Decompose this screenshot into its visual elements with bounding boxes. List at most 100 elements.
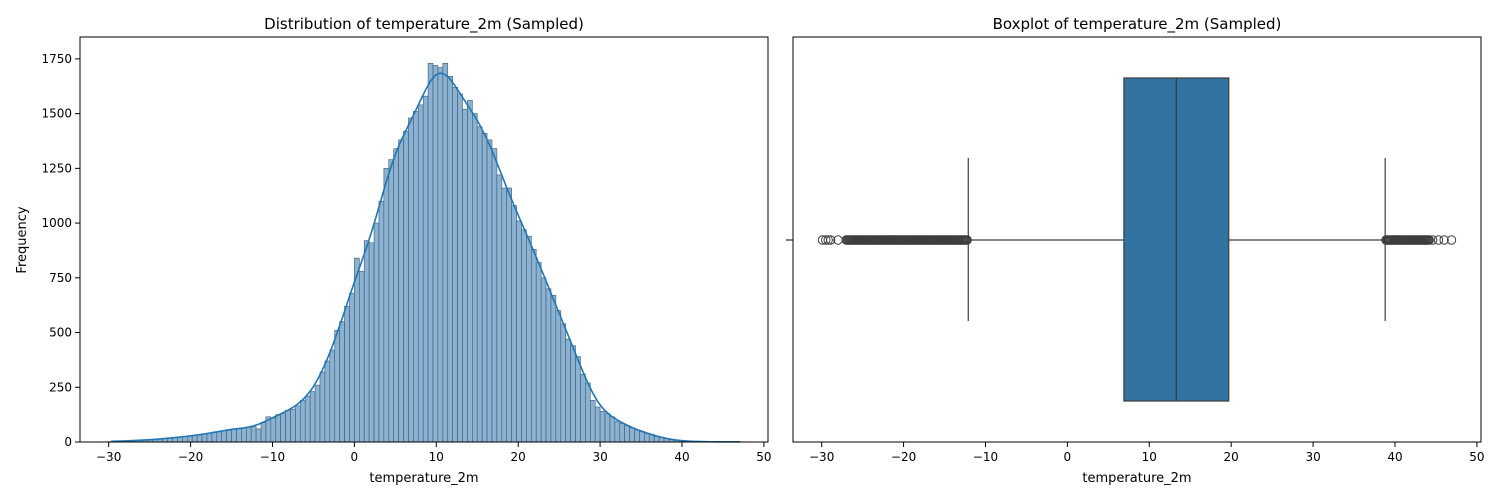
histogram-bar (609, 416, 616, 443)
histogram-bar (472, 113, 478, 443)
histogram-bar (467, 100, 473, 443)
histogram-bar (398, 139, 404, 443)
boxplot-panel: Boxplot of temperature_2m (Sampled) −30−… (786, 15, 1485, 486)
y-tick-label: 250 (49, 380, 72, 394)
x-tick-label: 20 (1224, 450, 1239, 464)
histogram-bar (491, 148, 498, 443)
histogram-bar (462, 108, 468, 443)
histogram-bars (108, 62, 743, 443)
histogram-bar (619, 423, 625, 443)
histogram-bar (300, 400, 306, 443)
x-tick-label: 10 (429, 450, 444, 464)
histogram-bar (349, 292, 355, 443)
histogram-bar (329, 349, 336, 443)
histogram-bar (221, 430, 227, 443)
histogram-bar (639, 431, 645, 443)
histogram-bar (309, 391, 316, 443)
y-tick-label: 1000 (41, 216, 72, 230)
boxplot-title: Boxplot of temperature_2m (Sampled) (993, 15, 1282, 34)
x-tick-label: 20 (511, 450, 526, 464)
histogram-bar (535, 262, 542, 443)
kde-curve (111, 72, 741, 443)
histogram-y-ticks: 0 250 500 750 1000 1250 1500 1750 (41, 52, 80, 449)
histogram-bar (634, 429, 640, 443)
histogram-bar (486, 139, 493, 443)
histogram-bar (280, 413, 286, 443)
histogram-bar (344, 305, 350, 443)
x-tick-label: 30 (1305, 450, 1320, 464)
x-tick-label: −10 (260, 450, 285, 464)
x-tick-label: 10 (1142, 450, 1157, 464)
histogram-bar (521, 229, 527, 443)
histogram-bar (226, 429, 232, 443)
boxplot-x-axis-label: temperature_2m (1082, 471, 1191, 486)
histogram-bar (368, 242, 375, 443)
histogram-bar (594, 406, 601, 443)
histogram-bar (393, 148, 399, 443)
y-tick-label: 500 (49, 326, 72, 340)
histogram-bar (432, 65, 439, 443)
outlier-point (1446, 235, 1457, 245)
histogram-bar (599, 411, 606, 443)
outlier-point (823, 235, 833, 245)
histogram-bar (516, 220, 522, 443)
histogram-bar (481, 133, 488, 443)
histogram-bar (653, 436, 660, 443)
histogram-bar (476, 126, 483, 443)
histogram-bar (383, 168, 390, 443)
histogram-bar (506, 187, 512, 443)
histogram-bar (290, 408, 296, 443)
outlier-point (1433, 235, 1444, 245)
histogram-bar (231, 428, 237, 443)
histogram-bar (565, 338, 571, 443)
histogram-bar (255, 428, 262, 443)
histogram-bar (363, 240, 370, 443)
outlier-point (962, 235, 972, 245)
histogram-bar (604, 413, 611, 443)
histogram-bar (324, 360, 331, 443)
histogram-bar (304, 395, 311, 443)
histogram-bar (427, 62, 434, 443)
histogram-bar (570, 345, 576, 443)
histogram-bar (511, 205, 517, 443)
histogram-bar (589, 400, 596, 443)
histogram-y-axis-label: Frequency (15, 206, 30, 273)
histogram-bar (526, 235, 532, 443)
x-tick-label: 0 (351, 450, 359, 464)
histogram-bar (422, 95, 429, 443)
histogram-bar (339, 321, 345, 443)
histogram-bar (285, 409, 291, 443)
histogram-bar (555, 310, 562, 443)
x-tick-label: 50 (1469, 450, 1484, 464)
boxplot-x-ticks: −30 −20 −10 0 10 20 30 40 50 (809, 442, 1485, 464)
x-tick-label: 40 (674, 450, 689, 464)
y-tick-label: 1750 (41, 52, 72, 66)
y-tick-label: 0 (64, 435, 72, 449)
histogram-bar (540, 277, 547, 443)
outlier-point (1439, 235, 1449, 245)
histogram-bar (496, 174, 503, 443)
histogram-bar (413, 111, 419, 443)
outlier-point (825, 235, 836, 245)
histogram-bar (530, 249, 537, 443)
histogram-bar (614, 420, 621, 443)
histogram-bar (403, 130, 409, 443)
histogram-bar (314, 384, 321, 443)
histogram-bar (354, 257, 360, 443)
histogram-bar (216, 431, 222, 443)
x-tick-label: −20 (891, 450, 916, 464)
histogram-bar (644, 432, 650, 443)
histogram-bar (373, 222, 380, 443)
histogram-bar (191, 435, 198, 443)
x-tick-label: 0 (1064, 450, 1072, 464)
histogram-bar (550, 295, 557, 443)
histogram-bar (241, 427, 247, 443)
histogram-bar (196, 434, 203, 443)
histogram-panel: Distribution of temperature_2m (Sampled)… (15, 15, 772, 486)
x-tick-label: 30 (592, 450, 607, 464)
histogram-bar (437, 67, 444, 443)
histogram-bar (358, 270, 365, 443)
histogram-bar (295, 405, 301, 443)
histogram-bar (417, 104, 424, 443)
